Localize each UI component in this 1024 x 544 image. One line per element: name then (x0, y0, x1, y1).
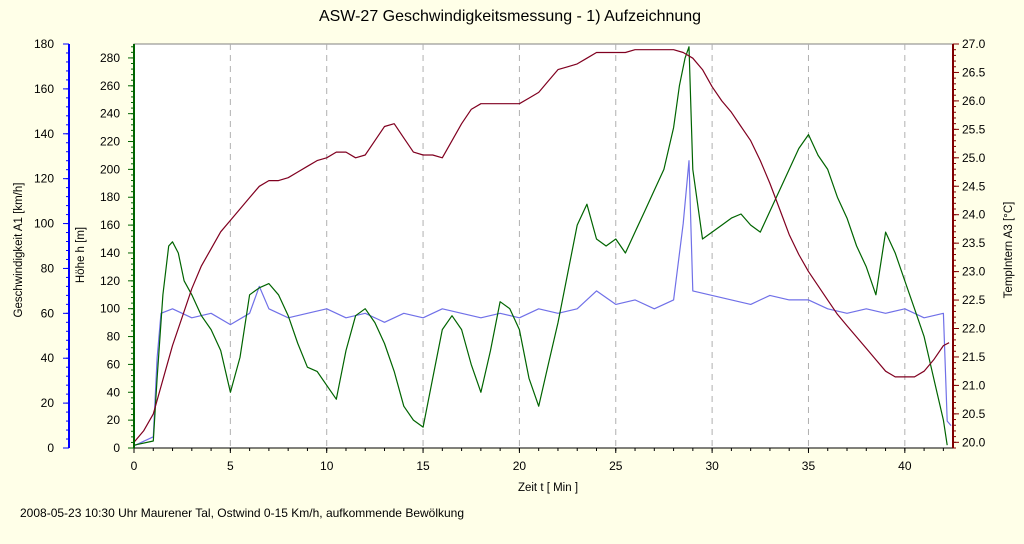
height-tick-label-12: 240 (100, 107, 120, 121)
x-tick-label-0: 0 (131, 459, 138, 473)
speed-tick-label-1: 20 (41, 396, 55, 410)
speed-tick-label-0: 0 (47, 441, 54, 455)
height-tick-label-11: 220 (100, 135, 120, 149)
speed-tick-label-7: 140 (34, 127, 54, 141)
temp-tick-label-3: 21.5 (962, 350, 986, 364)
speed-tick-label-4: 80 (41, 261, 55, 275)
temp-tick-label-12: 26.0 (962, 94, 986, 108)
x-axis-label: Zeit t [ Min ] (518, 482, 578, 494)
height-axis-label: Höhe h [m] (75, 227, 87, 283)
temp-tick-label-14: 27.0 (962, 37, 986, 51)
speed-tick-label-3: 60 (41, 306, 55, 320)
speed-tick-label-9: 180 (34, 37, 54, 51)
height-tick-label-6: 120 (100, 274, 120, 288)
grid (229, 44, 906, 448)
speed-axis-label: Geschwindigkeit A1 [km/h] (13, 183, 25, 318)
height-tick-label-0: 0 (113, 441, 120, 455)
height-tick-label-4: 80 (107, 330, 121, 344)
x-tick-label-7: 35 (802, 459, 816, 473)
x-tick-label-2: 10 (320, 459, 334, 473)
temp-tick-label-2: 21.0 (962, 378, 986, 392)
plot-area (133, 43, 954, 449)
x-tick-label-5: 25 (609, 459, 623, 473)
footer-note: 2008-05-23 10:30 Uhr Maurener Tal, Ostwi… (20, 506, 464, 520)
temp-tick-label-0: 20.0 (962, 435, 986, 449)
temp-series-line (133, 49, 950, 443)
speed-series-line (133, 160, 952, 447)
temp-tick-label-6: 23.0 (962, 265, 986, 279)
temp-tick-label-8: 24.0 (962, 208, 986, 222)
x-tick-label-1: 5 (227, 459, 234, 473)
temp-tick-label-4: 22.0 (962, 322, 986, 336)
speed-tick-label-2: 40 (41, 351, 55, 365)
temp-tick-label-5: 22.5 (962, 293, 986, 307)
temp-tick-label-13: 26.5 (962, 65, 986, 79)
height-tick-label-9: 180 (100, 190, 120, 204)
temp-tick-label-1: 20.5 (962, 407, 986, 421)
speed-tick-label-5: 100 (34, 217, 54, 231)
temp-tick-label-7: 23.5 (962, 236, 986, 250)
x-tick-label-6: 30 (705, 459, 719, 473)
temp-axis-label: TempIntern A3 [°C] (1003, 202, 1015, 299)
speed-tick-label-8: 160 (34, 82, 54, 96)
axes-group: 0 5 10 15 20 25 30 35 40 0 20 40 60 80 100 120 140 160 180… (34, 37, 986, 473)
temp-tick-label-11: 25.5 (962, 122, 986, 136)
height-tick-label-2: 40 (107, 385, 121, 399)
temp-tick-label-9: 24.5 (962, 179, 986, 193)
height-tick-label-13: 260 (100, 79, 120, 93)
chart-title: ASW-27 Geschwindigkeitsmessung - 1) Aufz… (319, 8, 701, 25)
height-series-line (133, 46, 948, 446)
series-group (133, 46, 952, 447)
speed-tick-label-6: 120 (34, 172, 54, 186)
height-tick-label-3: 60 (107, 357, 121, 371)
height-tick-label-5: 100 (100, 302, 120, 316)
height-tick-label-8: 160 (100, 218, 120, 232)
x-tick-label-4: 20 (513, 459, 527, 473)
height-tick-label-14: 280 (100, 51, 120, 65)
height-tick-label-1: 20 (107, 413, 121, 427)
height-tick-label-10: 200 (100, 162, 120, 176)
x-tick-label-8: 40 (898, 459, 912, 473)
x-tick-label-3: 15 (416, 459, 430, 473)
temp-tick-label-10: 25.0 (962, 151, 986, 165)
height-tick-label-7: 140 (100, 246, 120, 260)
